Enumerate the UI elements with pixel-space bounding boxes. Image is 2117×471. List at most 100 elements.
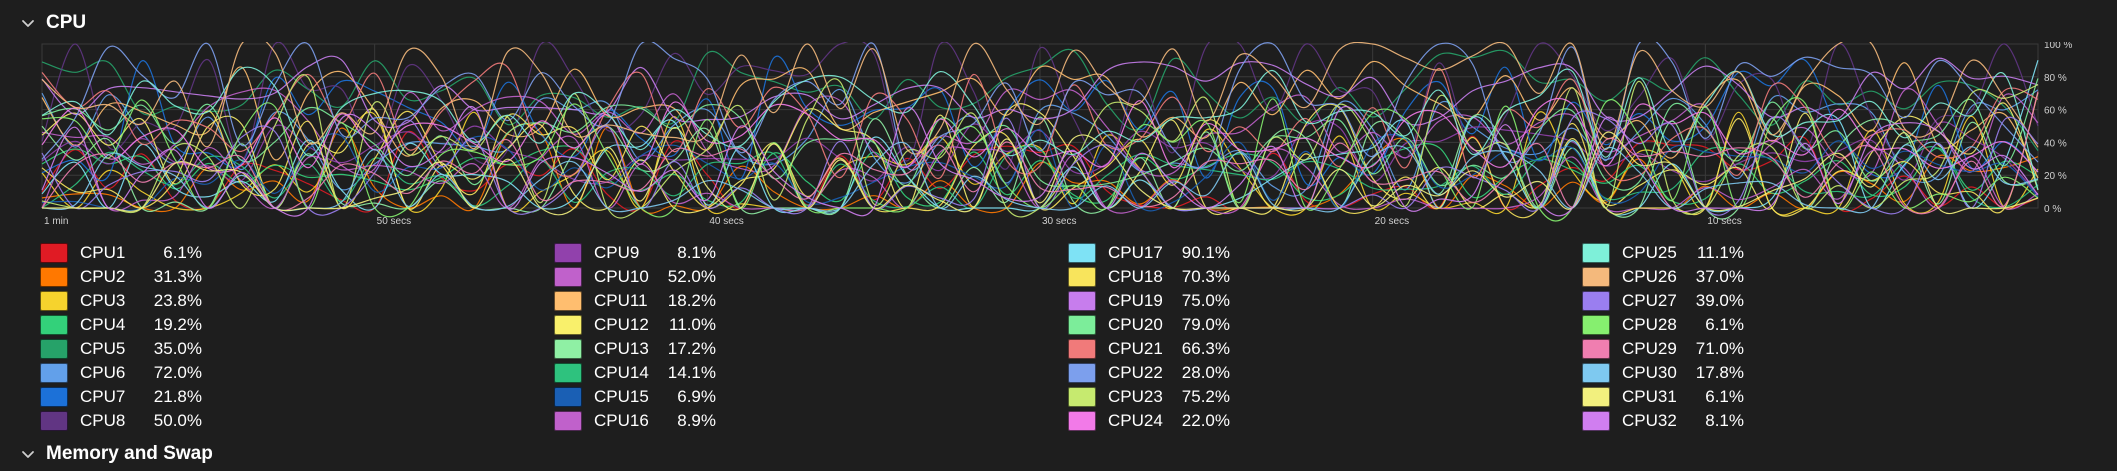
legend-color-swatch[interactable] [1582,291,1610,311]
legend-item-cpu24[interactable]: CPU24 22.0% [1068,409,1230,433]
series-line-cpu26 [41,42,2039,155]
legend-item-cpu18[interactable]: CPU18 70.3% [1068,265,1230,289]
legend-cpu-usage: 50.0% [153,411,202,430]
legend-cpu-name: CPU20 [1108,315,1163,334]
legend-cpu-usage: 31.3% [153,267,202,286]
cpu-section-header[interactable]: CPU [0,6,86,40]
legend-item-cpu2[interactable]: CPU2 31.3% [40,265,202,289]
legend-item-cpu28[interactable]: CPU28 6.1% [1582,313,1744,337]
legend-item-cpu6[interactable]: CPU6 72.0% [40,361,202,385]
legend-item-cpu12[interactable]: CPU12 11.0% [554,313,716,337]
legend-item-cpu11[interactable]: CPU11 18.2% [554,289,716,313]
legend-color-swatch[interactable] [40,243,68,263]
series-line-cpu20 [41,78,2039,191]
y-tick-label: 20 % [2044,171,2067,182]
legend-cpu-usage: 6.1% [163,243,202,262]
legend-color-swatch[interactable] [40,339,68,359]
legend-color-swatch[interactable] [1068,243,1096,263]
legend-item-cpu17[interactable]: CPU17 90.1% [1068,241,1230,265]
legend-cpu-usage: 6.9% [677,387,716,406]
legend-item-cpu10[interactable]: CPU10 52.0% [554,265,716,289]
legend-color-swatch[interactable] [1582,387,1610,407]
legend-color-swatch[interactable] [554,387,582,407]
legend-color-swatch[interactable] [554,315,582,335]
legend-item-cpu21[interactable]: CPU21 66.3% [1068,337,1230,361]
legend-color-swatch[interactable] [1582,243,1610,263]
legend-item-cpu9[interactable]: CPU9 8.1% [554,241,716,265]
legend-color-swatch[interactable] [554,411,582,431]
legend-color-swatch[interactable] [1068,411,1096,431]
legend-color-swatch[interactable] [554,363,582,383]
legend-item-cpu3[interactable]: CPU3 23.8% [40,289,202,313]
memory-section-header[interactable]: Memory and Swap [0,437,213,471]
legend-color-swatch[interactable] [554,243,582,263]
legend-color-swatch[interactable] [1068,267,1096,287]
legend-color-swatch[interactable] [1582,363,1610,383]
y-tick-label: 0 % [2044,204,2061,215]
legend-color-swatch[interactable] [1582,411,1610,431]
legend-color-swatch[interactable] [1068,291,1096,311]
legend-color-swatch[interactable] [554,291,582,311]
legend-color-swatch[interactable] [1068,339,1096,359]
legend-color-swatch[interactable] [554,267,582,287]
series-line-cpu9 [41,119,2039,196]
legend-item-cpu29[interactable]: CPU29 71.0% [1582,337,1744,361]
legend-item-cpu20[interactable]: CPU20 79.0% [1068,313,1230,337]
legend-color-swatch[interactable] [1582,315,1610,335]
series-line-cpu21 [41,62,2039,182]
legend-item-cpu8[interactable]: CPU8 50.0% [40,409,202,433]
legend-cpu-name: CPU1 [80,243,126,262]
legend-item-cpu1[interactable]: CPU1 6.1% [40,241,202,265]
cpu-legend: CPU1 6.1% CPU2 31.3% CPU3 23.8% CPU4 19.2% CPU5 3… [40,241,2080,433]
legend-color-swatch[interactable] [40,411,68,431]
legend-color-swatch[interactable] [1582,267,1610,287]
legend-item-cpu23[interactable]: CPU23 75.2% [1068,385,1230,409]
legend-color-swatch[interactable] [1068,387,1096,407]
legend-color-swatch[interactable] [1582,339,1610,359]
legend-color-swatch[interactable] [554,339,582,359]
legend-item-cpu30[interactable]: CPU30 17.8% [1582,361,1744,385]
legend-cpu-name: CPU21 [1108,339,1163,358]
legend-cpu-usage: 18.2% [667,291,716,310]
legend-cpu-usage: 19.2% [153,315,202,334]
legend-color-swatch[interactable] [1068,363,1096,383]
legend-cpu-name: CPU24 [1108,411,1163,430]
series-line-cpu15 [41,129,2039,212]
legend-cpu-name: CPU27 [1622,291,1677,310]
legend-cpu-usage: 6.1% [1705,315,1744,334]
legend-color-swatch[interactable] [40,267,68,287]
legend-item-cpu22[interactable]: CPU22 28.0% [1068,361,1230,385]
chevron-down-icon[interactable] [20,15,36,31]
legend-item-cpu14[interactable]: CPU14 14.1% [554,361,716,385]
x-tick-label: 1 min [44,216,68,227]
legend-color-swatch[interactable] [40,363,68,383]
legend-item-cpu16[interactable]: CPU16 8.9% [554,409,716,433]
legend-item-cpu32[interactable]: CPU32 8.1% [1582,409,1744,433]
legend-item-cpu13[interactable]: CPU13 17.2% [554,337,716,361]
legend-item-cpu5[interactable]: CPU5 35.0% [40,337,202,361]
x-tick-label: 30 secs [1042,216,1076,227]
legend-item-cpu26[interactable]: CPU26 37.0% [1582,265,1744,289]
legend-color-swatch[interactable] [1068,315,1096,335]
series-line-cpu19 [41,55,2039,129]
legend-item-cpu27[interactable]: CPU27 39.0% [1582,289,1744,313]
y-tick-label: 40 % [2044,138,2067,149]
legend-cpu-usage: 8.1% [1705,411,1744,430]
legend-item-cpu15[interactable]: CPU15 6.9% [554,385,716,409]
legend-cpu-usage: 71.0% [1695,339,1744,358]
legend-item-cpu31[interactable]: CPU31 6.1% [1582,385,1744,409]
series-line-cpu30 [41,141,2039,214]
series-line-cpu12 [41,102,2039,216]
legend-item-cpu19[interactable]: CPU19 75.0% [1068,289,1230,313]
legend-item-cpu7[interactable]: CPU7 21.8% [40,385,202,409]
legend-item-cpu4[interactable]: CPU4 19.2% [40,313,202,337]
legend-cpu-usage: 21.8% [153,387,202,406]
chevron-down-icon[interactable] [20,446,36,462]
legend-color-swatch[interactable] [40,315,68,335]
legend-color-swatch[interactable] [40,291,68,311]
y-tick-label: 100 % [2044,42,2072,51]
legend-item-cpu25[interactable]: CPU25 11.1% [1582,241,1744,265]
legend-cpu-usage: 11.0% [669,315,716,334]
legend-color-swatch[interactable] [40,387,68,407]
x-tick-label: 50 secs [377,216,411,227]
